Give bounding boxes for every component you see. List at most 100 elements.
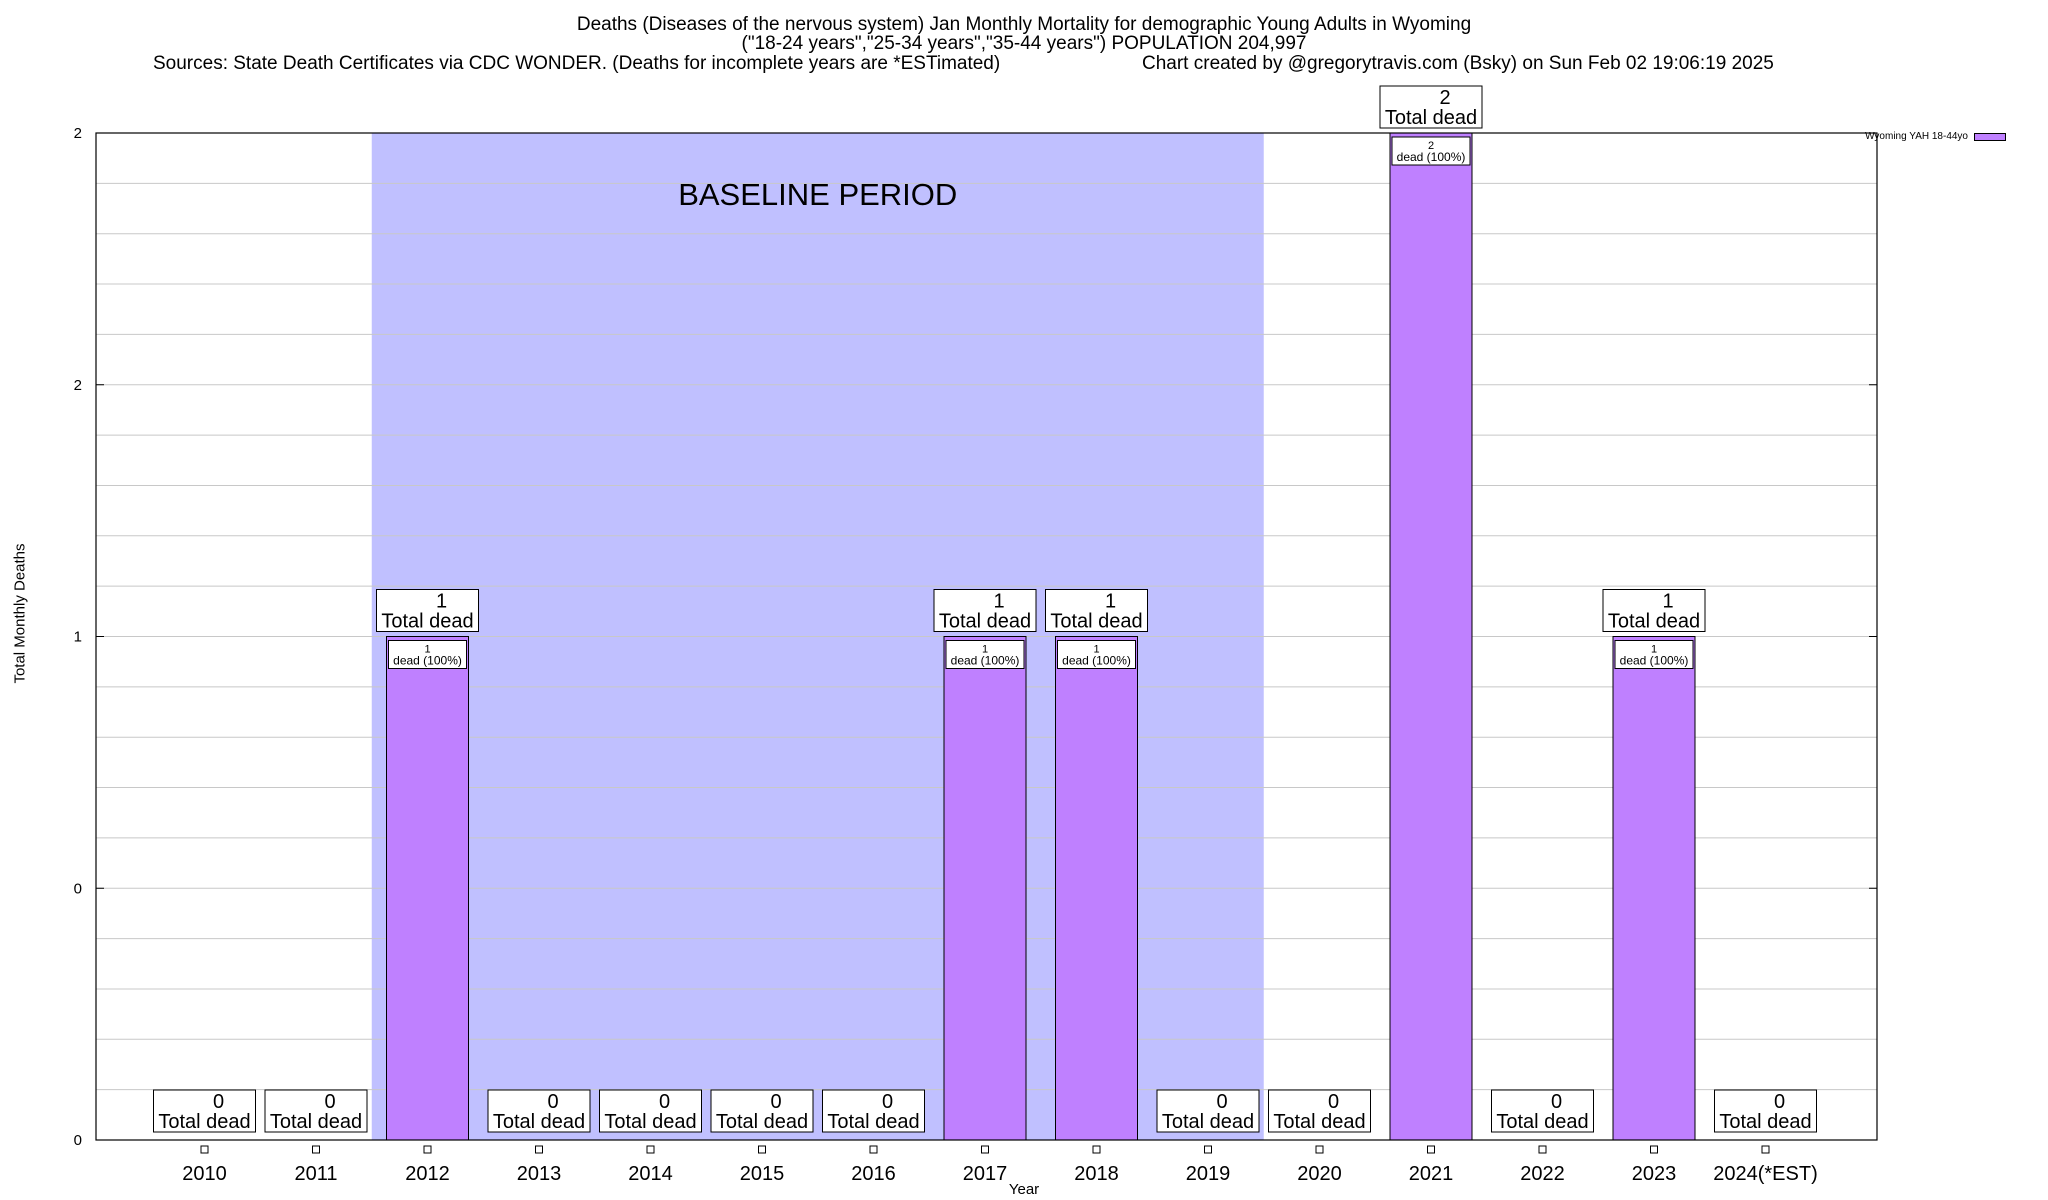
bar-inner-label-text: dead (100%): [1620, 654, 1689, 668]
x-tick-marker: [535, 1145, 543, 1154]
total-dead-box: [1602, 589, 1706, 632]
x-tick-label: 2015: [740, 1163, 785, 1185]
total-dead-box: [933, 589, 1037, 632]
x-tick-label: 2020: [1297, 1163, 1342, 1185]
x-tick-label: 2019: [1186, 1163, 1231, 1185]
x-tick-label: 2016: [851, 1163, 896, 1185]
total-dead-box: [264, 1089, 368, 1133]
total-dead-count: 0: [324, 1091, 335, 1113]
bar-inner-label-count: 1: [1651, 644, 1657, 656]
y-tick-label: 1: [74, 629, 82, 646]
total-dead-count: 0: [770, 1091, 781, 1113]
x-tick-marker: [1650, 1145, 1658, 1154]
x-tick-label: 2021: [1409, 1163, 1454, 1185]
chart-sources: Sources: State Death Certificates via CD…: [153, 53, 1001, 74]
bar: [386, 636, 469, 1141]
bar-inner-label-count: 1: [424, 644, 430, 656]
total-dead-count: 0: [1328, 1091, 1339, 1113]
bar: [1055, 636, 1138, 1141]
total-dead-text: Total dead: [270, 1111, 362, 1133]
bar: [1389, 132, 1473, 1141]
x-tick-marker: [1204, 1145, 1212, 1154]
x-tick-label: 2013: [517, 1163, 562, 1185]
bar-inner-label-count: 1: [1093, 644, 1099, 656]
total-dead-count: 1: [436, 591, 447, 613]
baseline-label: BASELINE PERIOD: [678, 177, 957, 212]
total-dead-text: Total dead: [1050, 611, 1142, 633]
total-dead-text: Total dead: [1162, 1111, 1254, 1133]
y-tick-label: 2: [74, 125, 82, 142]
x-tick-marker: [423, 1145, 432, 1154]
total-dead-count: 0: [659, 1091, 670, 1113]
total-dead-count: 0: [1551, 1091, 1562, 1113]
x-axis-label: Year: [1008, 1181, 1040, 1198]
x-tick-marker: [646, 1145, 655, 1154]
bar: [943, 636, 1027, 1141]
x-tick-marker: [1761, 1145, 1770, 1154]
bar-inner-label-count: 2: [1428, 140, 1434, 152]
total-dead-count: 0: [547, 1091, 558, 1113]
total-dead-box: [1268, 1089, 1371, 1133]
total-dead-box: [1379, 85, 1483, 129]
x-tick-label: 2011: [294, 1163, 337, 1185]
x-tick-label: 2010: [182, 1163, 227, 1185]
chart-title: Deaths (Diseases of the nervous system) …: [576, 14, 1472, 35]
total-dead-box: [1491, 1089, 1594, 1133]
bar-inner-label-count: 1: [982, 644, 988, 656]
bar-inner-label-box: [388, 640, 467, 669]
x-tick-label: 2018: [1074, 1163, 1119, 1185]
chart-credit: Chart created by @gregorytravis.com (Bsk…: [1142, 53, 1774, 74]
bar-inner-label-text: dead (100%): [393, 654, 462, 668]
y-tick-label: 2: [74, 377, 82, 394]
legend-swatch: [1974, 132, 2006, 141]
total-dead-text: Total dead: [1385, 107, 1477, 129]
y-tick-label: 0: [74, 1132, 82, 1149]
total-dead-count: 0: [213, 1091, 224, 1113]
x-tick-label: 2022: [1520, 1163, 1565, 1185]
total-dead-text: Total dead: [827, 1111, 919, 1133]
bar-inner-label-box: [1391, 136, 1471, 166]
total-dead-text: Total dead: [939, 611, 1031, 633]
x-tick-marker: [1427, 1145, 1435, 1154]
x-tick-marker: [869, 1145, 878, 1154]
x-tick-label: 2023: [1632, 1163, 1677, 1185]
total-dead-text: Total dead: [493, 1111, 585, 1133]
total-dead-text: Total dead: [381, 611, 473, 633]
bar-inner-label-box: [945, 640, 1025, 669]
legend-label: Wyoming YAH 18-44yo: [1865, 131, 1968, 142]
total-dead-box: [710, 1089, 814, 1133]
total-dead-text: Total dead: [1719, 1111, 1811, 1133]
total-dead-box: [487, 1089, 591, 1133]
x-tick-label: 2024(*EST): [1713, 1163, 1818, 1185]
bar-inner-label-text: dead (100%): [951, 654, 1020, 668]
bar: [1612, 636, 1696, 1141]
total-dead-count: 1: [1662, 591, 1673, 613]
total-dead-box: [1714, 1089, 1817, 1133]
total-dead-text: Total dead: [1608, 611, 1700, 633]
x-tick-marker: [758, 1145, 766, 1154]
total-dead-text: Total dead: [158, 1111, 250, 1133]
x-tick-label: 2014: [628, 1163, 673, 1185]
x-tick-label: 2017: [963, 1163, 1008, 1185]
total-dead-count: 0: [882, 1091, 893, 1113]
bar-inner-label-text: dead (100%): [1397, 150, 1466, 164]
x-tick-marker: [1315, 1145, 1324, 1154]
bar-inner-label-box: [1614, 640, 1694, 669]
total-dead-box: [1045, 589, 1148, 632]
total-dead-count: 1: [993, 591, 1004, 613]
legend: Wyoming YAH 18-44yo: [1865, 131, 2006, 142]
x-tick-marker: [1092, 1145, 1101, 1154]
x-tick-marker: [1538, 1145, 1547, 1154]
total-dead-count: 1: [1105, 591, 1116, 613]
total-dead-box: [822, 1089, 925, 1133]
chart-subtitle: ("18-24 years","25-34 years","35-44 year…: [741, 33, 1307, 54]
total-dead-text: Total dead: [1273, 1111, 1365, 1133]
x-tick-marker: [200, 1145, 209, 1154]
total-dead-box: [599, 1089, 702, 1133]
y-tick-label: 0: [74, 880, 82, 897]
total-dead-box: [1156, 1089, 1260, 1133]
total-dead-text: Total dead: [604, 1111, 696, 1133]
x-tick-label: 2012: [405, 1163, 450, 1185]
x-tick-marker: [312, 1145, 320, 1154]
